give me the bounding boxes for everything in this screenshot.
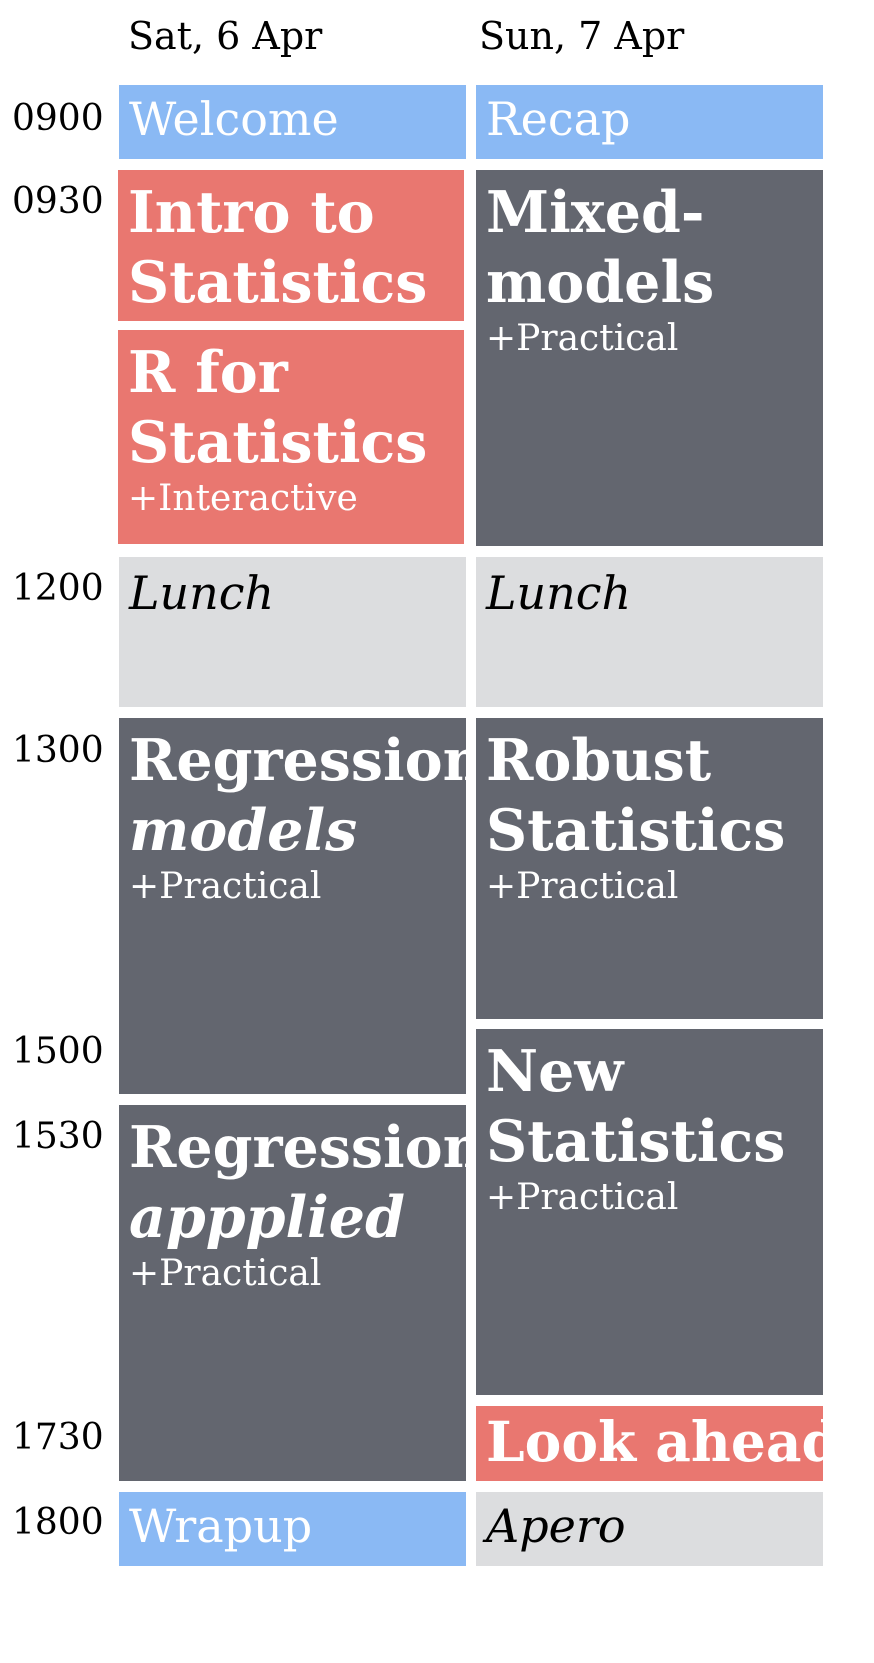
day-header-sun: Sun, 7 Apr	[479, 14, 685, 58]
session-title: Regression models	[129, 727, 466, 864]
session-apero: Apero	[476, 1492, 823, 1566]
session-title: New Statistics	[486, 1038, 786, 1175]
session-title: Lunch	[486, 566, 632, 620]
time-label: 0930	[12, 181, 104, 222]
time-label: 1800	[12, 1502, 104, 1543]
session-title: R for Statistics	[128, 339, 428, 476]
session-subtitle: +Practical	[486, 866, 679, 908]
session-welcome: Welcome	[119, 85, 466, 159]
session-lunch-sat: Lunch	[119, 557, 466, 707]
session-wrapup: Wrapup	[119, 1492, 466, 1566]
session-robust-statistics: Robust Statistics +Practical	[476, 718, 823, 1019]
session-subtitle: +Practical	[129, 866, 322, 908]
session-title: Robust Statistics	[486, 727, 786, 864]
session-subtitle: +Interactive	[128, 478, 358, 520]
session-regression-models: Regression models +Practical	[119, 718, 466, 1094]
session-subtitle: +Practical	[486, 1177, 679, 1219]
session-subtitle: +Practical	[486, 318, 679, 360]
time-label: 1200	[12, 568, 104, 609]
time-label: 1300	[12, 730, 104, 771]
session-title: Welcome	[129, 92, 339, 146]
session-title: Apero	[486, 1499, 626, 1553]
time-label: 1730	[12, 1417, 104, 1458]
session-mixed-models: Mixed- models +Practical	[476, 170, 823, 546]
session-title: Look ahead	[486, 1409, 823, 1474]
session-title: Regression appplied	[129, 1114, 466, 1251]
time-label: 0900	[12, 98, 104, 139]
time-label: 1530	[12, 1116, 104, 1157]
session-r-for-statistics: R for Statistics +Interactive	[118, 330, 464, 544]
session-title: Recap	[486, 92, 631, 146]
session-regression-applied: Regression appplied +Practical	[119, 1105, 466, 1481]
session-title: Lunch	[129, 566, 275, 620]
session-intro-to-statistics: Intro to Statistics	[118, 170, 464, 321]
session-subtitle: +Practical	[129, 1253, 322, 1295]
time-label: 1500	[12, 1031, 104, 1072]
session-title: Mixed- models	[486, 179, 715, 316]
session-new-statistics: New Statistics +Practical	[476, 1029, 823, 1395]
session-lunch-sun: Lunch	[476, 557, 823, 707]
session-recap: Recap	[476, 85, 823, 159]
session-title: Intro to Statistics	[128, 179, 428, 316]
day-header-sat: Sat, 6 Apr	[128, 14, 323, 58]
session-title: Wrapup	[129, 1499, 313, 1553]
session-look-ahead: Look ahead	[476, 1406, 823, 1481]
